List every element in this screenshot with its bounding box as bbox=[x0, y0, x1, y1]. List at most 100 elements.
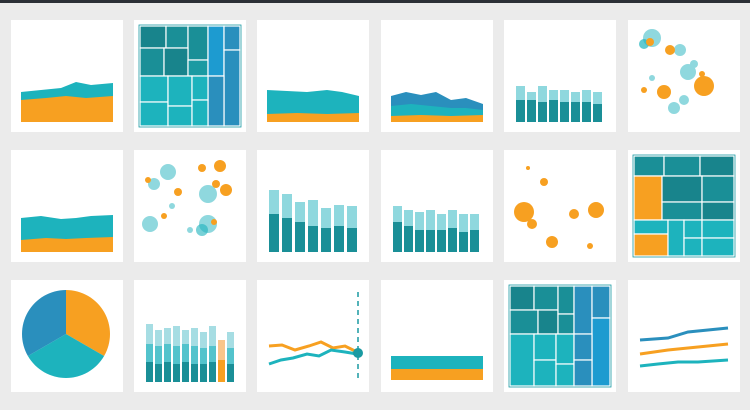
thumb-area[interactable] bbox=[381, 280, 493, 392]
shape bbox=[22, 290, 66, 356]
shape bbox=[633, 155, 665, 177]
shape bbox=[142, 216, 158, 232]
shape bbox=[282, 218, 292, 252]
thumb-bubbles[interactable] bbox=[504, 150, 616, 262]
shape bbox=[649, 75, 655, 81]
thumb-treemap[interactable] bbox=[504, 280, 616, 392]
shape bbox=[527, 100, 536, 122]
shape bbox=[415, 230, 424, 252]
shape bbox=[646, 38, 654, 46]
shape bbox=[587, 243, 593, 249]
shape bbox=[199, 185, 217, 203]
shape bbox=[509, 309, 539, 335]
shape bbox=[391, 356, 483, 369]
shape bbox=[527, 219, 537, 229]
shape bbox=[680, 64, 696, 80]
thumb-stacked-bars[interactable] bbox=[257, 150, 369, 262]
thumb-area[interactable] bbox=[11, 150, 123, 262]
shape bbox=[639, 358, 729, 368]
shape bbox=[555, 333, 575, 365]
shape bbox=[139, 25, 167, 49]
thumb-treemap[interactable] bbox=[134, 20, 246, 132]
thumb-area[interactable] bbox=[11, 20, 123, 132]
shape bbox=[209, 362, 216, 382]
shape bbox=[268, 340, 358, 354]
shape bbox=[701, 237, 735, 257]
thumb-pie[interactable] bbox=[11, 280, 123, 392]
shape bbox=[509, 285, 535, 311]
thumb-bubbles[interactable] bbox=[134, 150, 246, 262]
shape bbox=[665, 45, 675, 55]
shape bbox=[269, 214, 279, 252]
shape bbox=[668, 102, 680, 114]
thumb-multi-line[interactable] bbox=[628, 280, 740, 392]
shape bbox=[573, 333, 593, 361]
shape bbox=[661, 175, 703, 203]
shape bbox=[146, 362, 234, 382]
shape bbox=[223, 49, 241, 127]
shape bbox=[27, 334, 105, 378]
thumb-treemap[interactable] bbox=[628, 150, 740, 262]
thumb-stacked-bars[interactable] bbox=[381, 150, 493, 262]
shape bbox=[683, 219, 703, 239]
shape bbox=[657, 85, 671, 99]
shape bbox=[516, 100, 525, 122]
shape bbox=[148, 178, 160, 190]
shape bbox=[295, 222, 305, 252]
shape bbox=[560, 90, 569, 102]
shape bbox=[514, 202, 534, 222]
shape bbox=[661, 201, 703, 221]
shape bbox=[139, 47, 165, 77]
thumb-stacked-area[interactable] bbox=[381, 20, 493, 132]
shape bbox=[470, 230, 479, 252]
shape bbox=[155, 364, 162, 382]
thumb-bubbles[interactable] bbox=[628, 20, 740, 132]
shape bbox=[459, 232, 468, 252]
thumb-area[interactable] bbox=[257, 20, 369, 132]
shape bbox=[173, 364, 180, 382]
shape bbox=[220, 184, 232, 196]
shape bbox=[537, 309, 559, 335]
shape bbox=[509, 333, 535, 387]
shape bbox=[569, 209, 579, 219]
shape bbox=[308, 226, 318, 252]
shape bbox=[560, 102, 569, 122]
shape bbox=[196, 224, 208, 236]
shape bbox=[633, 233, 669, 257]
shape bbox=[167, 75, 193, 107]
shape bbox=[163, 47, 189, 77]
shape bbox=[641, 87, 647, 93]
shape bbox=[198, 164, 206, 172]
shape bbox=[207, 25, 225, 77]
shape bbox=[393, 222, 402, 252]
shape bbox=[393, 222, 479, 252]
card bbox=[134, 150, 246, 262]
thumb-bars-highlight[interactable] bbox=[134, 280, 246, 392]
shape bbox=[571, 102, 580, 122]
shape bbox=[573, 359, 593, 387]
shape bbox=[555, 363, 575, 387]
thumb-stacked-bars[interactable] bbox=[504, 20, 616, 132]
shape bbox=[66, 290, 110, 356]
shape bbox=[538, 102, 547, 122]
shape bbox=[165, 25, 189, 49]
shape bbox=[334, 226, 344, 252]
shape bbox=[533, 285, 559, 311]
shape bbox=[223, 25, 241, 51]
shape bbox=[690, 60, 698, 68]
shape bbox=[227, 364, 234, 382]
shape bbox=[212, 180, 220, 188]
shape bbox=[353, 348, 363, 358]
shape bbox=[573, 285, 593, 335]
shape bbox=[571, 92, 580, 102]
shape bbox=[21, 237, 113, 252]
shape bbox=[391, 369, 483, 380]
shape bbox=[207, 75, 225, 127]
shape bbox=[591, 317, 611, 387]
shape bbox=[146, 362, 153, 382]
shape bbox=[526, 166, 530, 170]
thumb-line[interactable] bbox=[257, 280, 369, 392]
shape bbox=[391, 115, 483, 122]
